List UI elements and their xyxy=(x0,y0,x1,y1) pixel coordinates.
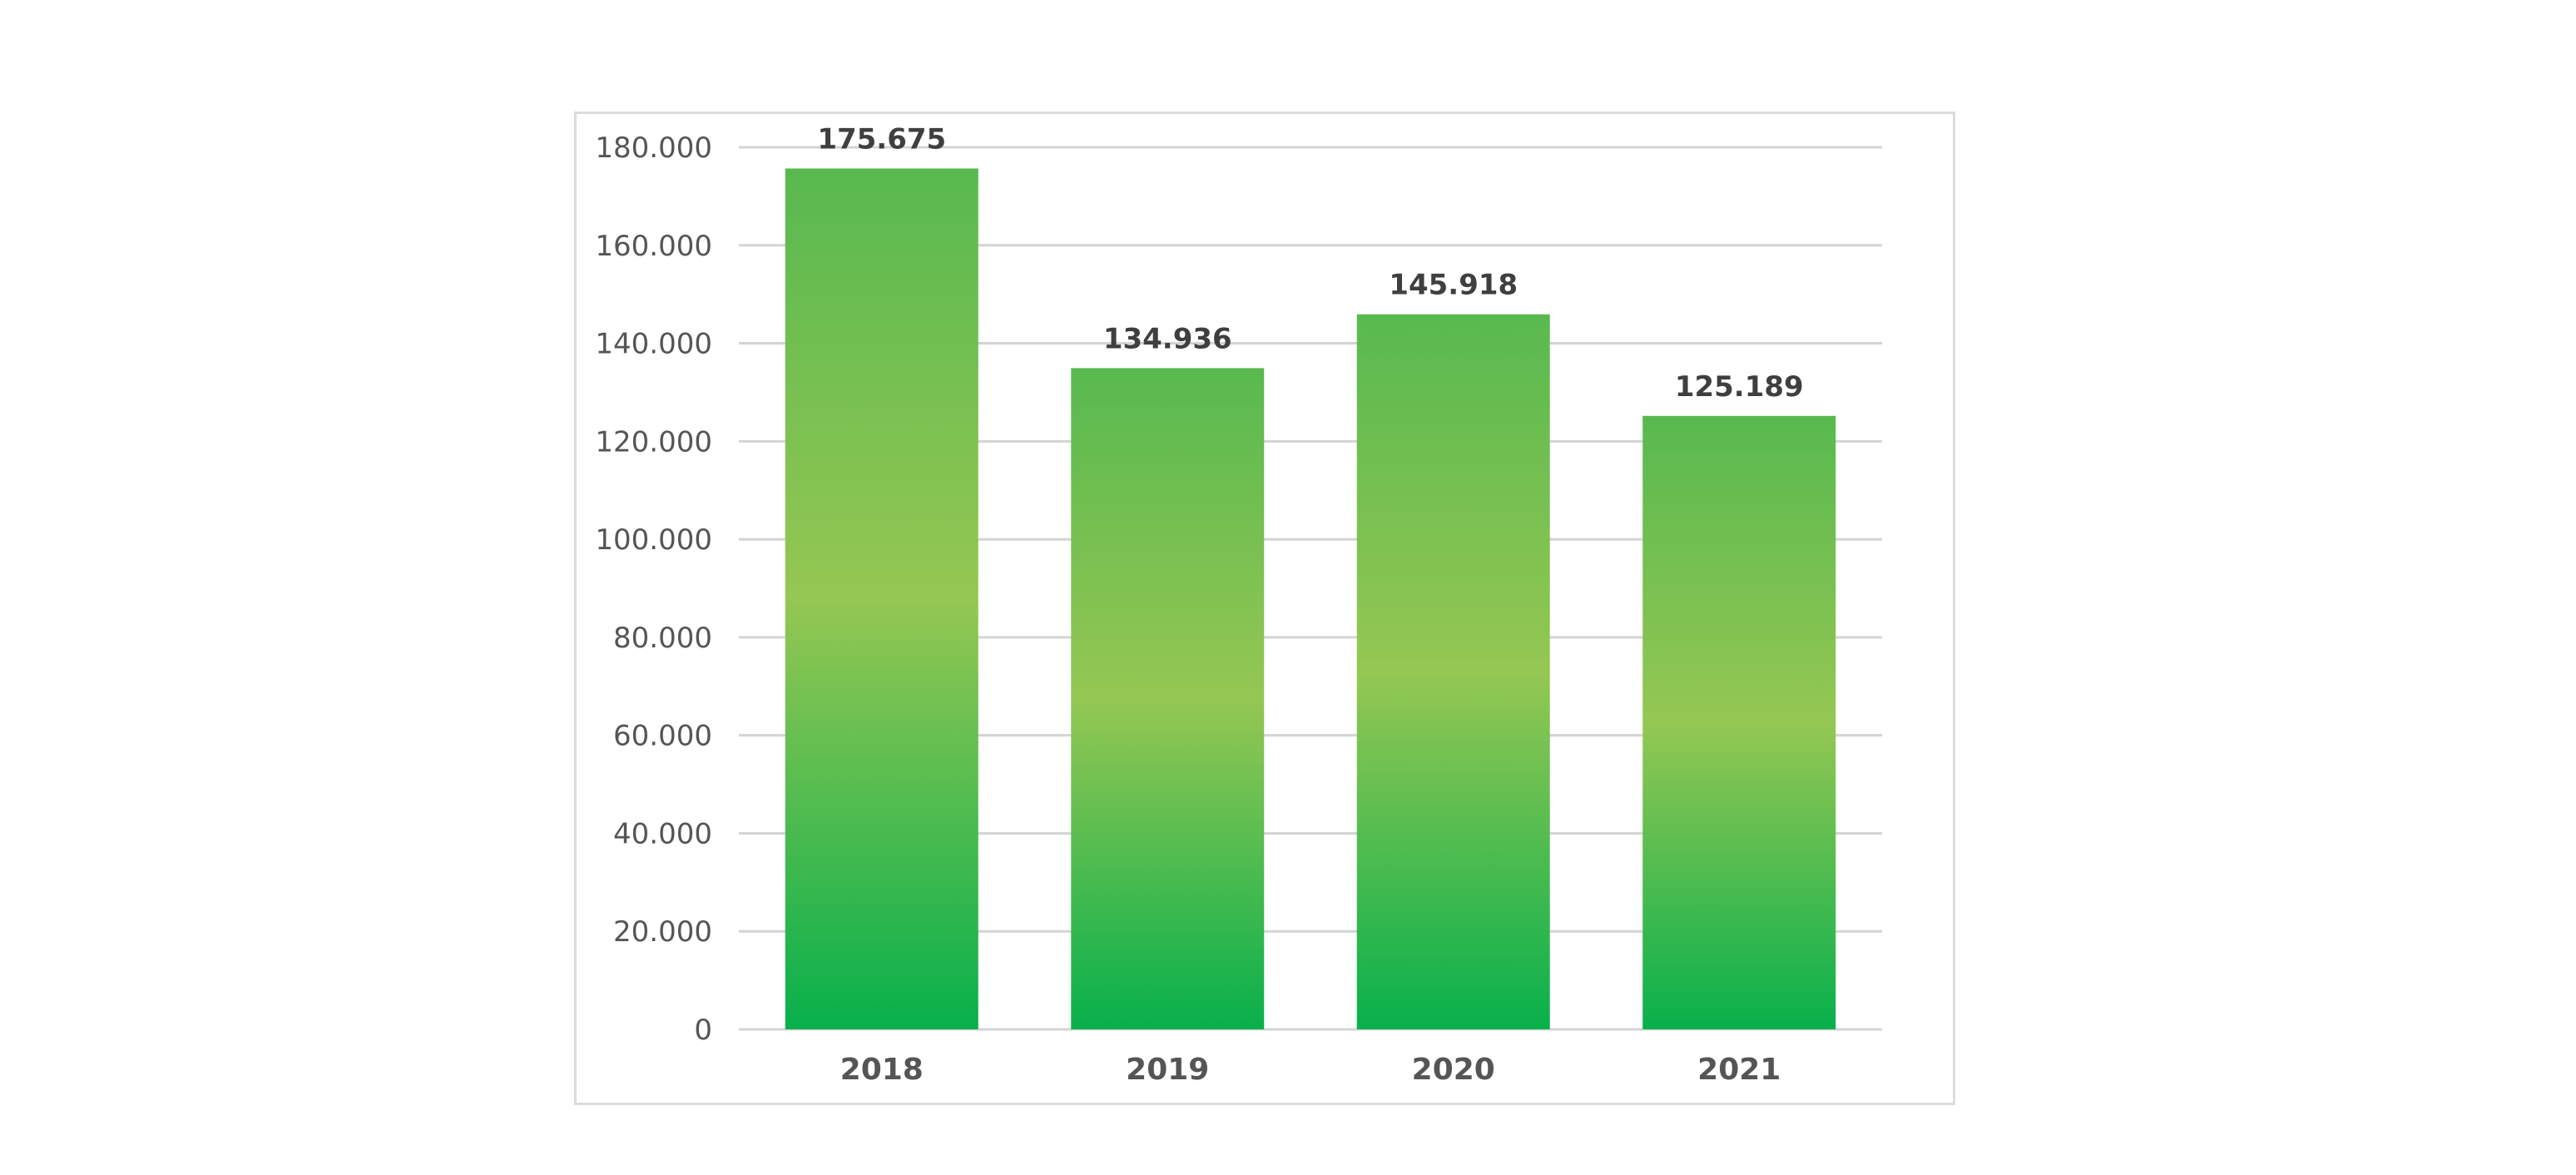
y-tick-label: 120.000 xyxy=(595,425,712,459)
data-label-2020: 145.918 xyxy=(1389,269,1518,302)
x-axis-ticks: 2018 2019 2020 2021 xyxy=(840,1053,1781,1087)
x-tick-label-2021: 2021 xyxy=(1697,1053,1781,1087)
y-tick-label: 180.000 xyxy=(595,131,712,165)
x-tick-label-2018: 2018 xyxy=(840,1053,924,1087)
y-tick-label: 40.000 xyxy=(613,817,712,850)
bar-2018 xyxy=(785,168,978,1029)
y-tick-label: 100.000 xyxy=(595,523,712,557)
data-label-2021: 125.189 xyxy=(1675,370,1804,404)
bar-2020 xyxy=(1356,314,1550,1030)
y-axis-ticks: 0 20.000 40.000 60.000 80.000 100.000 120.000 1… xyxy=(595,131,712,1047)
y-tick-label: 60.000 xyxy=(613,720,712,753)
bar-2021 xyxy=(1642,415,1836,1029)
data-labels: 175.675 134.936 145.918 125.189 xyxy=(817,122,1803,403)
data-label-2019: 134.936 xyxy=(1103,322,1232,355)
data-label-2018: 175.675 xyxy=(817,122,946,156)
bar-2019 xyxy=(1071,368,1265,1029)
x-tick-label-2020: 2020 xyxy=(1412,1053,1495,1087)
y-tick-label: 0 xyxy=(694,1014,712,1047)
y-tick-label: 20.000 xyxy=(613,915,712,949)
y-tick-label: 80.000 xyxy=(613,622,712,655)
bars xyxy=(785,168,1836,1030)
y-tick-label: 140.000 xyxy=(595,328,712,361)
x-tick-label-2019: 2019 xyxy=(1126,1053,1209,1087)
y-tick-label: 160.000 xyxy=(595,230,712,263)
